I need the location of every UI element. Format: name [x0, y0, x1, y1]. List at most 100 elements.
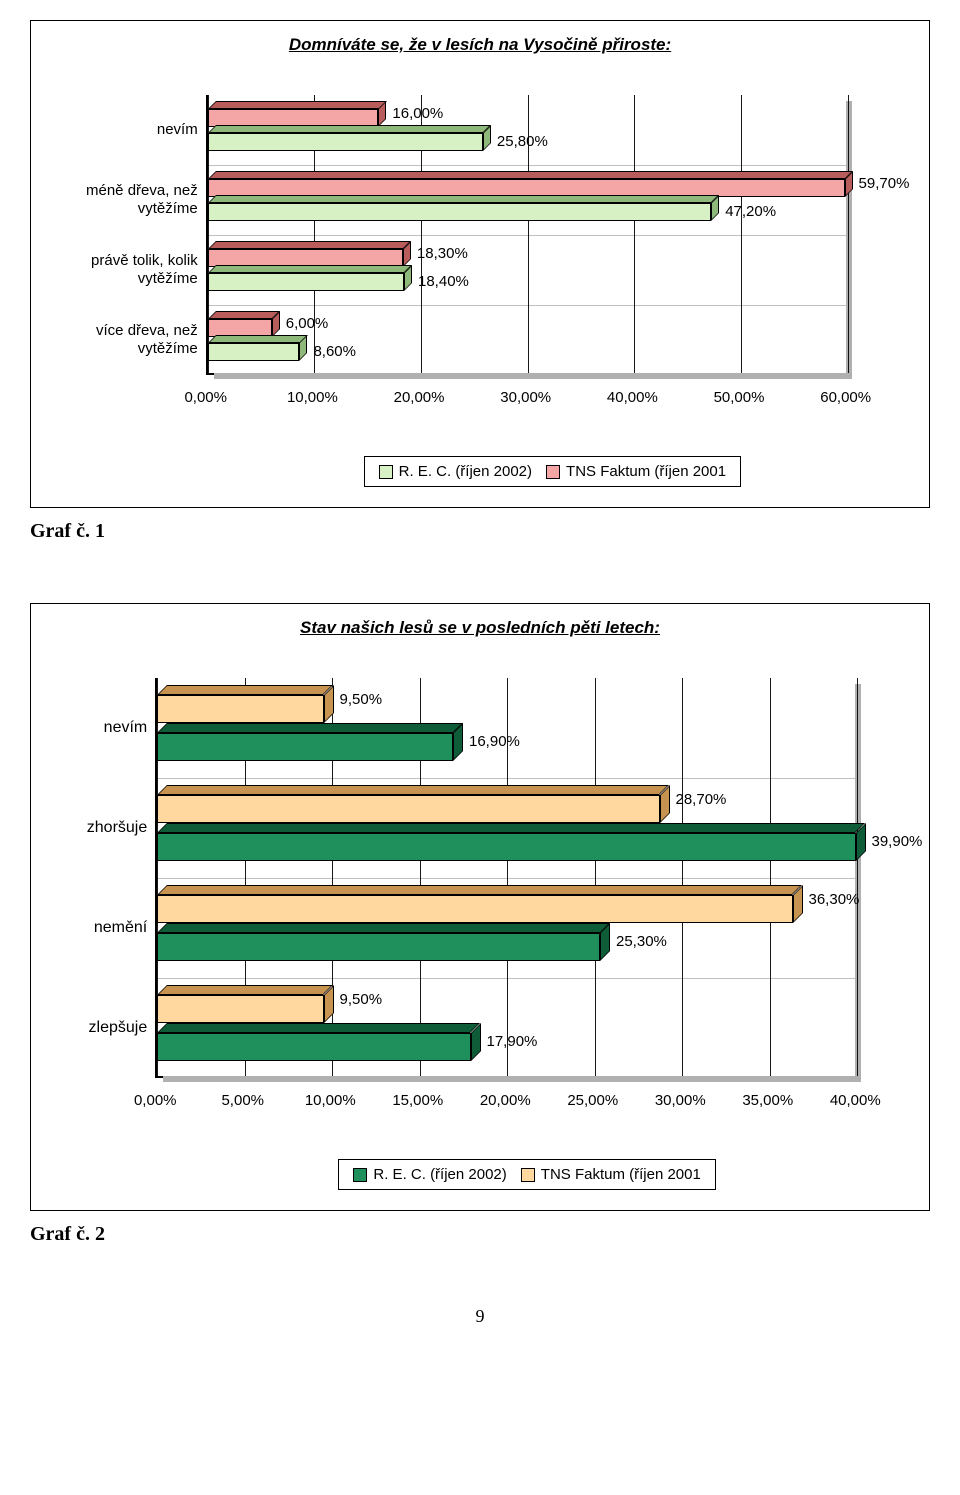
- chart1-bar: [208, 273, 404, 291]
- chart1-xtick-label: 20,00%: [366, 389, 473, 406]
- chart1-bar-topface: [208, 171, 853, 179]
- chart1-ylabel: více dřeva, než vytěžíme: [61, 305, 198, 375]
- chart2-ylabel: nemění: [61, 878, 147, 978]
- chart1-ylabel: nevím: [61, 95, 198, 165]
- chart2-xtick-label: 5,00%: [199, 1092, 287, 1109]
- chart2-bar-topface: [157, 985, 333, 995]
- chart1-bar-topface: [208, 101, 387, 109]
- page: Domníváte se, že v lesích na Vysočině př…: [0, 0, 960, 1367]
- chart1-xtick-label: 10,00%: [259, 389, 366, 406]
- chart2-shadow-b: [163, 1076, 861, 1082]
- chart1-xtick-label: 40,00%: [579, 389, 686, 406]
- chart1-body: nevímméně dřeva, nežvytěžímeprávě tolik,…: [61, 95, 899, 487]
- chart2-xtick-label: 30,00%: [637, 1092, 725, 1109]
- chart2-legend-label: TNS Faktum (říjen 2001: [541, 1166, 701, 1183]
- chart2-bar-label: 39,90%: [872, 833, 923, 850]
- chart2-card: Stav našich lesů se v posledních pěti le…: [30, 603, 930, 1211]
- chart2-bar-topface: [157, 923, 610, 933]
- chart1-xtick-label: 0,00%: [152, 389, 259, 406]
- chart2-ylabel: nevím: [61, 678, 147, 778]
- chart1-bar-topface: [208, 265, 412, 273]
- chart1-xtick-label: 30,00%: [472, 389, 579, 406]
- caption1: Graf č. 1: [30, 520, 930, 543]
- chart2-legend-swatch: [353, 1168, 367, 1182]
- chart2-bar-topface: [157, 823, 865, 833]
- chart2-plotwrap: 9,50%16,90%28,70%39,90%36,30%25,30%9,50%…: [155, 678, 899, 1190]
- chart1-shadow-b: [214, 373, 852, 379]
- chart1-legend-item: TNS Faktum (říjen 2001: [546, 463, 726, 480]
- chart1-gridline: [848, 95, 849, 373]
- chart2-body: nevímzhoršujeneměnízlepšuje 9,50%16,90%2…: [61, 678, 899, 1190]
- chart2-legend: R. E. C. (říjen 2002) TNS Faktum (říjen 2…: [338, 1159, 715, 1190]
- chart1-plotwrap: 16,00%25,80%59,70%47,20%18,30%18,40%6,00…: [206, 95, 899, 487]
- chart2-gridline: [595, 678, 596, 1076]
- chart2-bar-label: 9,50%: [340, 691, 383, 708]
- chart2-bar-topface: [157, 785, 669, 795]
- chart2-legend-item: TNS Faktum (říjen 2001: [521, 1166, 701, 1183]
- chart2-bar-label: 16,90%: [469, 733, 520, 750]
- chart2-bar-topface: [157, 1023, 480, 1033]
- chart2-bar-topface: [157, 885, 802, 895]
- chart2-bar-label: 25,30%: [616, 933, 667, 950]
- chart2-legend-item: R. E. C. (říjen 2002): [353, 1166, 506, 1183]
- chart2-bar: [157, 695, 323, 723]
- chart1-bar-topface: [208, 335, 308, 343]
- chart2-ytick: [157, 978, 855, 979]
- chart2-xtick-label: 25,00%: [549, 1092, 637, 1109]
- chart1-bar-topface: [208, 195, 719, 203]
- chart2-bar-label: 28,70%: [676, 791, 727, 808]
- chart1-card: Domníváte se, že v lesích na Vysočině př…: [30, 20, 930, 508]
- chart1-shadow-r: [846, 101, 852, 379]
- chart2-xaxis: 0,00%5,00%10,00%15,00%20,00%25,00%30,00%…: [155, 1092, 899, 1109]
- chart2-gridline: [682, 678, 683, 1076]
- chart1-legend-wrap: R. E. C. (říjen 2002) TNS Faktum (říjen 2…: [206, 406, 899, 487]
- chart2-shadow-r: [855, 684, 861, 1082]
- chart2-bar-label: 9,50%: [340, 991, 383, 1008]
- chart2-xtick-label: 0,00%: [112, 1092, 200, 1109]
- chart1-title: Domníváte se, že v lesích na Vysočině př…: [61, 35, 899, 55]
- chart2-xtick-label: 10,00%: [287, 1092, 375, 1109]
- chart1-legend-swatch: [379, 465, 393, 479]
- chart1-bar-label: 18,40%: [418, 273, 469, 290]
- chart1-plot: 16,00%25,80%59,70%47,20%18,30%18,40%6,00…: [206, 95, 846, 375]
- chart1-legend-label: R. E. C. (říjen 2002): [399, 463, 532, 480]
- chart2-bar-topface: [157, 723, 463, 733]
- chart2-title: Stav našich lesů se v posledních pěti le…: [61, 618, 899, 638]
- chart2-xtick-label: 35,00%: [724, 1092, 812, 1109]
- chart2-bar-topface: [157, 685, 333, 695]
- chart2-bar: [157, 933, 600, 961]
- chart1-bar: [208, 133, 483, 151]
- chart1-bar-label: 47,20%: [725, 203, 776, 220]
- caption2: Graf č. 2: [30, 1223, 930, 1246]
- chart1-bar-label: 18,30%: [417, 245, 468, 262]
- chart1-bar-label: 25,80%: [497, 133, 548, 150]
- chart1-bar-topface: [208, 125, 491, 133]
- chart1-bar: [208, 343, 300, 361]
- chart2-ytick: [157, 778, 855, 779]
- chart1-bar-label: 6,00%: [286, 315, 329, 332]
- chart2-bar-label: 17,90%: [487, 1033, 538, 1050]
- chart1-ylabels: nevímméně dřeva, nežvytěžímeprávě tolik,…: [61, 95, 206, 375]
- chart1-bar: [208, 203, 711, 221]
- chart1-ytick: [208, 235, 846, 236]
- chart1-xtick-label: 50,00%: [686, 389, 793, 406]
- chart2-xtick-label: 20,00%: [462, 1092, 550, 1109]
- chart2-gridline: [857, 678, 858, 1076]
- chart1-legend-label: TNS Faktum (říjen 2001: [566, 463, 726, 480]
- chart2-plot: 9,50%16,90%28,70%39,90%36,30%25,30%9,50%…: [155, 678, 855, 1078]
- chart1-bar-label: 59,70%: [859, 175, 910, 192]
- chart1-gridline: [634, 95, 635, 373]
- page-number: 9: [30, 1306, 930, 1327]
- chart2-bar-label: 36,30%: [809, 891, 860, 908]
- chart1-bar-topface: [208, 241, 411, 249]
- chart1-bar-label: 8,60%: [313, 343, 356, 360]
- chart2-xtick-label: 15,00%: [374, 1092, 462, 1109]
- chart2-gridline: [770, 678, 771, 1076]
- chart1-ytick: [208, 165, 846, 166]
- chart1-ytick: [208, 305, 846, 306]
- chart2-bar: [157, 833, 855, 861]
- chart1-ylabel: právě tolik, kolikvytěžíme: [61, 235, 198, 305]
- chart1-bar-topface: [208, 311, 280, 319]
- chart2-legend-wrap: R. E. C. (říjen 2002) TNS Faktum (říjen 2…: [155, 1109, 899, 1190]
- chart2-bar: [157, 995, 323, 1023]
